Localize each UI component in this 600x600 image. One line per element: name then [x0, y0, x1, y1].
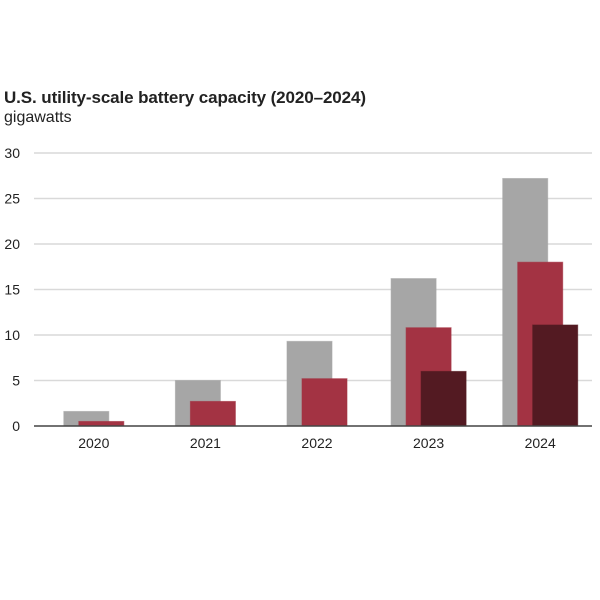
- x-tick-label: 2021: [190, 435, 221, 451]
- y-tick-label: 20: [4, 236, 20, 252]
- chart-title: U.S. utility-scale battery capacity (202…: [4, 88, 366, 107]
- y-tick-label: 30: [4, 145, 20, 161]
- bar-series-2-2022: [301, 378, 348, 427]
- y-tick-label: 10: [4, 327, 20, 343]
- y-tick-label: 15: [4, 282, 20, 298]
- y-axis-ticks: 0 5 10 15 20 25 30: [4, 145, 20, 434]
- bar-series-2-2021: [189, 400, 236, 427]
- x-tick-label: 2023: [413, 435, 444, 451]
- chart-subtitle: gigawatts: [4, 109, 72, 126]
- x-tick-label: 2024: [525, 435, 556, 451]
- bars: [63, 177, 579, 427]
- y-tick-label: 25: [4, 191, 20, 207]
- y-tick-label: 5: [12, 373, 20, 389]
- x-tick-label: 2022: [301, 435, 332, 451]
- y-tick-label: 0: [12, 418, 20, 434]
- x-tick-label: 2020: [78, 435, 109, 451]
- bar-series-3-2023: [420, 370, 467, 427]
- x-axis-ticks: 2020 2021 2022 2023 2024: [78, 435, 556, 451]
- bar-series-3-2024: [532, 324, 579, 427]
